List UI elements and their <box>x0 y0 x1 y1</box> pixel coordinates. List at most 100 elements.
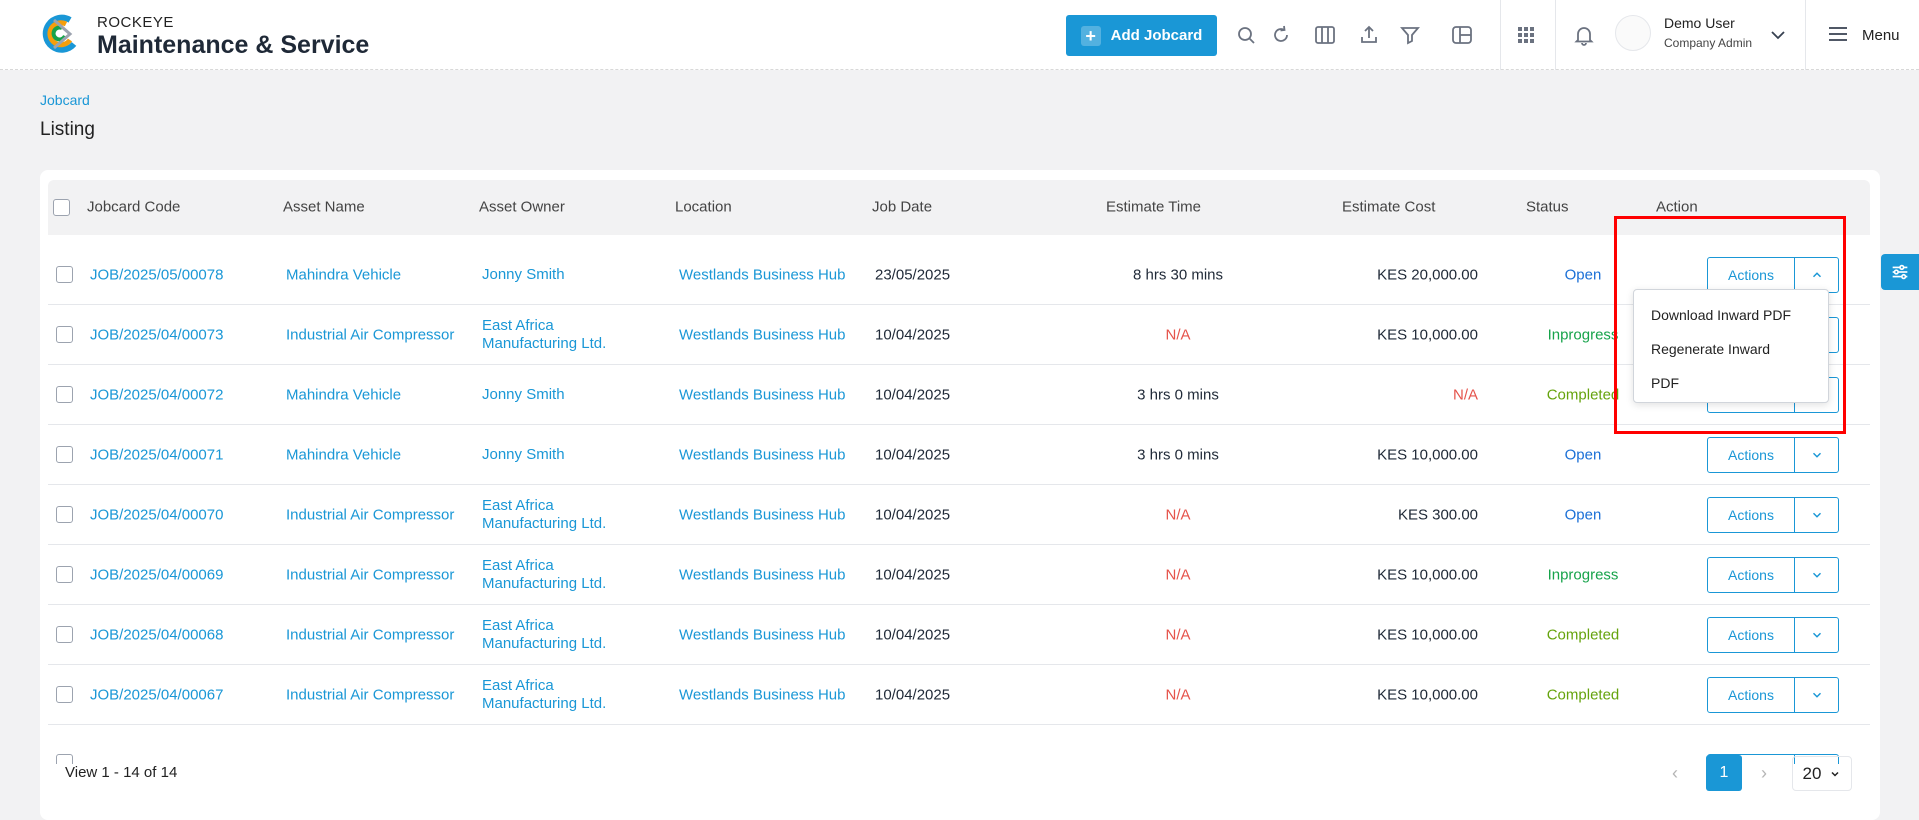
column-header[interactable]: Jobcard Code <box>87 198 181 216</box>
chevron-down-icon[interactable] <box>1795 438 1838 472</box>
location-link[interactable]: Westlands Business Hub <box>679 506 846 523</box>
asset-owner-link[interactable]: Jonny Smith <box>482 385 565 403</box>
jobcard-code-link[interactable]: JOB/2025/04/00070 <box>90 506 224 523</box>
asset-name-link[interactable]: Industrial Air Compressor <box>286 686 455 703</box>
column-header[interactable]: Status <box>1526 198 1569 216</box>
row-checkbox[interactable] <box>56 626 73 643</box>
actions-button[interactable]: Actions <box>1708 437 1795 472</box>
jobcard-code-link[interactable]: JOB/2025/04/00071 <box>90 446 224 463</box>
asset-owner-link[interactable]: East Africa Manufacturing Ltd. <box>482 496 607 532</box>
asset-name-link[interactable]: Mahindra Vehicle <box>286 266 402 283</box>
actions-button[interactable]: Actions <box>1708 257 1795 292</box>
chevron-down-icon[interactable] <box>1795 678 1838 712</box>
estimate-cost: KES 10,000.00 <box>1377 566 1478 583</box>
actions-button-group[interactable]: Actions <box>1707 436 1839 473</box>
estimate-time: N/A <box>1165 326 1191 343</box>
actions-button-group[interactable]: Actions <box>1707 256 1839 293</box>
column-header[interactable]: Asset Owner <box>479 198 565 216</box>
estimate-time: 3 hrs 0 mins <box>1137 446 1219 463</box>
location-link[interactable]: Westlands Business Hub <box>679 326 846 343</box>
row-checkbox[interactable] <box>56 326 73 343</box>
jobcard-code-link[interactable]: JOB/2025/04/00067 <box>90 686 224 703</box>
chevron-down-icon[interactable] <box>1766 23 1790 47</box>
add-jobcard-button[interactable]: + Add Jobcard <box>1066 15 1217 56</box>
location-link[interactable]: Westlands Business Hub <box>679 446 846 463</box>
jobcard-code-link[interactable]: JOB/2025/04/00069 <box>90 566 224 583</box>
actions-button[interactable]: Actions <box>1708 677 1795 712</box>
row-checkbox[interactable] <box>56 686 73 703</box>
asset-name-link[interactable]: Industrial Air Compressor <box>286 626 455 643</box>
hamburger-icon[interactable] <box>1826 22 1850 46</box>
refresh-icon[interactable] <box>1269 23 1293 47</box>
columns-icon[interactable] <box>1313 23 1337 47</box>
row-checkbox[interactable] <box>56 446 73 463</box>
page-button-current[interactable]: 1 <box>1706 755 1742 791</box>
table-row: JOB/2025/04/00073 Industrial Air Compress… <box>48 305 1870 365</box>
table-row: JOB/2025/04/00071 Mahindra Vehicle Jonny S… <box>48 425 1870 485</box>
row-checkbox[interactable] <box>56 566 73 583</box>
location-link[interactable]: Westlands Business Hub <box>679 626 846 643</box>
location-link[interactable]: Westlands Business Hub <box>679 686 846 703</box>
filter-icon[interactable] <box>1398 23 1422 47</box>
menu-label[interactable]: Menu <box>1862 27 1900 44</box>
row-checkbox[interactable] <box>56 506 73 523</box>
asset-owner-link[interactable]: East Africa Manufacturing Ltd. <box>482 316 607 352</box>
actions-button[interactable]: Actions <box>1708 617 1795 652</box>
column-header[interactable]: Job Date <box>872 198 933 216</box>
column-header[interactable]: Estimate Time <box>1106 198 1202 216</box>
jobcard-code-link[interactable]: JOB/2025/04/00072 <box>90 386 224 403</box>
asset-owner-link[interactable]: Jonny Smith <box>482 445 565 463</box>
chevron-up-icon[interactable] <box>1795 258 1838 292</box>
menu-item-pdf[interactable]: PDF <box>1651 375 1679 391</box>
asset-name-link[interactable]: Industrial Air Compressor <box>286 326 455 343</box>
actions-button-group[interactable]: Actions <box>1707 616 1839 653</box>
breadcrumb[interactable]: Jobcard <box>40 92 90 108</box>
asset-name-link[interactable]: Industrial Air Compressor <box>286 506 455 523</box>
asset-owner-link[interactable]: East Africa Manufacturing Ltd. <box>482 616 607 652</box>
page-size-select[interactable]: 20 <box>1792 756 1852 791</box>
row-checkbox[interactable] <box>56 266 73 283</box>
chevron-down-icon[interactable] <box>1795 558 1838 592</box>
actions-button-group[interactable]: Actions <box>1707 496 1839 533</box>
column-header[interactable]: Estimate Cost <box>1342 198 1436 216</box>
job-date: 10/04/2025 <box>875 446 951 463</box>
search-icon[interactable] <box>1234 23 1258 47</box>
chevron-right-icon[interactable]: › <box>1761 763 1767 783</box>
jobcard-code-link[interactable]: JOB/2025/05/00078 <box>90 266 224 283</box>
avatar[interactable] <box>1615 15 1651 51</box>
location-link[interactable]: Westlands Business Hub <box>679 566 846 583</box>
bell-icon[interactable] <box>1572 23 1596 47</box>
select-all-checkbox[interactable] <box>53 199 70 216</box>
asset-owner-link[interactable]: East Africa Manufacturing Ltd. <box>482 556 607 592</box>
asset-owner-link[interactable]: Jonny Smith <box>482 265 565 283</box>
asset-name-link[interactable]: Mahindra Vehicle <box>286 386 402 403</box>
location-link[interactable]: Westlands Business Hub <box>679 386 846 403</box>
app-header: ROCKEYE Maintenance & Service + Add Jobc… <box>0 0 1919 70</box>
jobcard-code-link[interactable]: JOB/2025/04/00068 <box>90 626 224 643</box>
row-checkbox[interactable] <box>56 754 73 764</box>
estimate-time: N/A <box>1165 566 1191 583</box>
menu-item-regenerate-inward[interactable]: Regenerate Inward <box>1651 341 1771 357</box>
chevron-down-icon[interactable] <box>1795 618 1838 652</box>
jobcard-code-link[interactable]: JOB/2025/04/00073 <box>90 326 224 343</box>
column-header[interactable]: Asset Name <box>283 198 365 216</box>
settings-sliders-tab[interactable] <box>1881 254 1919 290</box>
apps-grid-icon[interactable] <box>1514 23 1538 47</box>
column-header[interactable]: Location <box>675 198 732 216</box>
layout-icon[interactable] <box>1450 23 1474 47</box>
export-icon[interactable] <box>1357 23 1381 47</box>
chevron-left-icon[interactable]: ‹ <box>1672 763 1678 783</box>
menu-item-download-inward-pdf[interactable]: Download Inward PDF <box>1651 307 1792 323</box>
row-checkbox[interactable] <box>56 386 73 403</box>
chevron-down-icon[interactable] <box>1795 498 1838 532</box>
actions-button-group[interactable]: Actions <box>1707 676 1839 713</box>
actions-button-group[interactable]: Actions <box>1707 556 1839 593</box>
asset-owner-link[interactable]: East Africa Manufacturing Ltd. <box>482 676 607 712</box>
location-link[interactable]: Westlands Business Hub <box>679 266 846 283</box>
asset-name-link[interactable]: Industrial Air Compressor <box>286 566 455 583</box>
actions-button[interactable]: Actions <box>1708 557 1795 592</box>
header-divider <box>1805 0 1806 70</box>
asset-name-link[interactable]: Mahindra Vehicle <box>286 446 402 463</box>
job-date: 10/04/2025 <box>875 626 951 643</box>
actions-button[interactable]: Actions <box>1708 497 1795 532</box>
